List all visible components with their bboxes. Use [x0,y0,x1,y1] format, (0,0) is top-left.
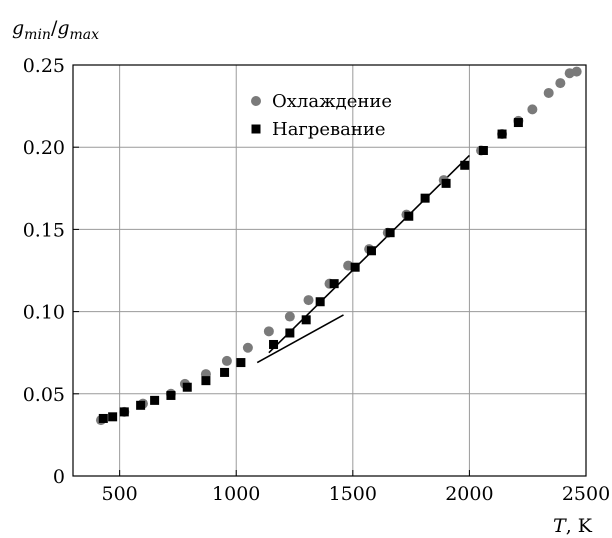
axis-ticks [73,64,587,477]
legend-cooling-marker [251,96,261,106]
cooling-point [242,342,253,353]
y-tick-label: 0.15 [23,219,65,241]
x-tick-label: 500 [102,483,138,505]
heating-point [460,160,470,170]
fit-line [256,314,344,364]
y-axis-label: gmin/gmax [12,17,99,43]
legend: Охлаждение Нагревание [251,91,392,140]
tick-labels: 500 1000 1500 2000 2500 0 0.05 0.10 0.15 0.20 0.25 [23,55,610,505]
heating-point [98,413,108,423]
heating-point [301,315,311,325]
data-points [95,66,582,426]
heating-point [236,358,246,368]
heating-point [420,193,430,203]
cooling-point [543,87,554,98]
heating-point [366,246,376,256]
heating-point [150,395,160,405]
y-tick-label: 0.05 [23,384,65,406]
x-axis-label: T, K [553,515,593,537]
y-axis-label-g1: g [12,17,24,39]
x-tick-label: 2500 [562,483,610,505]
heating-point [136,400,146,410]
y-tick-label: 0.10 [23,302,65,324]
x-tick-label: 1000 [212,483,260,505]
y-tick-label: 0 [53,466,65,488]
y-axis-label-g2: g [57,17,69,39]
heating-point [404,211,414,221]
heating-point [478,145,488,155]
heating-point [441,178,451,188]
heating-point [119,407,129,417]
heating-point [182,382,192,392]
heating-point [220,367,230,377]
cooling-point [263,326,274,337]
cooling-point [527,104,538,115]
y-tick-label: 0.20 [23,137,65,159]
cooling-point [555,78,566,89]
legend-heating-marker [251,124,261,134]
grid [73,65,586,476]
x-axis-label-unit: , K [566,515,593,537]
cooling-point [303,295,314,306]
cooling-point [221,355,232,366]
x-tick-label: 1500 [329,483,377,505]
heating-point [166,390,176,400]
heating-point [269,339,279,349]
heating-point [315,297,325,307]
y-axis-label-sub1: min [24,27,51,43]
x-axis-label-var: T [553,515,567,537]
heating-point [329,279,339,289]
heating-point [497,129,507,139]
heating-point [108,412,118,422]
y-axis-label-sub2: max [70,27,100,43]
x-tick-label: 2000 [445,483,493,505]
heating-point [201,376,211,386]
y-axis-label-slash: / [51,17,58,39]
heating-point [385,228,395,238]
legend-label: Нагревание [272,119,386,140]
heating-point [285,328,295,338]
y-tick-label: 0.25 [23,55,65,77]
cooling-point [571,66,582,77]
legend-label: Охлаждение [272,91,392,112]
heating-point [350,262,360,272]
cooling-point [284,311,295,322]
heating-point [513,118,523,128]
plot-area-frame [72,64,587,477]
